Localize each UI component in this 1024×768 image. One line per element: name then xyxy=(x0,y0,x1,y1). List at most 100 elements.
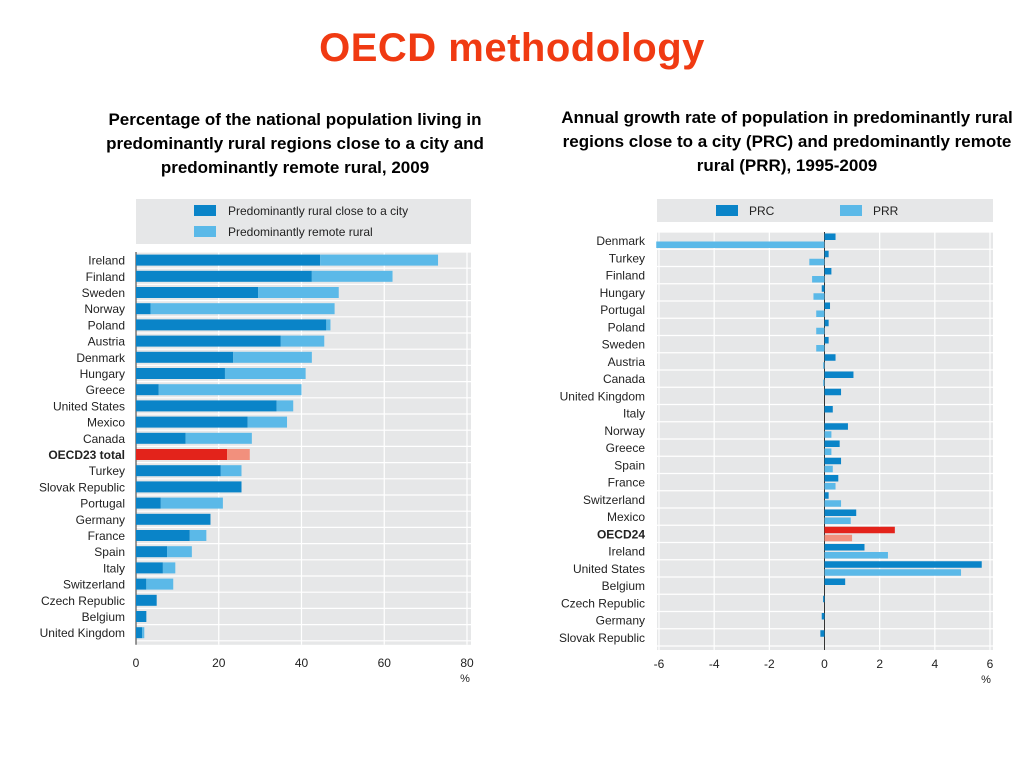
category-label: United States xyxy=(53,399,125,413)
bar-remote-rural xyxy=(258,287,339,298)
category-label: Switzerland xyxy=(63,578,125,592)
bar-prr xyxy=(824,465,833,473)
bar-prr xyxy=(824,500,842,507)
bar-remote-rural xyxy=(185,432,252,444)
bar-remote-rural xyxy=(150,303,335,315)
bar-prr xyxy=(824,569,962,576)
bar-rural-close-to-city xyxy=(136,400,277,412)
bar-rural-close-to-city xyxy=(136,513,211,525)
bar-remote-rural xyxy=(162,562,176,574)
category-label: Germany xyxy=(76,513,125,527)
slide-title: OECD methodology xyxy=(319,26,705,70)
category-label: Austria xyxy=(88,335,126,349)
legend-label: Predominantly remote rural xyxy=(228,225,373,239)
x-unit-label: % xyxy=(981,674,991,686)
bar-prc xyxy=(824,492,829,499)
bar-remote-rural xyxy=(220,465,242,477)
bar-prc xyxy=(824,388,842,396)
bar-prc xyxy=(824,509,857,516)
category-label: France xyxy=(88,529,126,543)
bar-prr xyxy=(824,534,853,542)
bar-remote-rural xyxy=(158,384,302,396)
left-chart-title: Percentage of the national population li… xyxy=(106,110,484,177)
bar-prc xyxy=(824,406,833,413)
category-label: United Kingdom xyxy=(40,626,125,640)
category-label: Spain xyxy=(614,458,645,472)
bar-remote-rural xyxy=(142,627,145,639)
legend-panel xyxy=(136,199,471,244)
category-label: Italy xyxy=(103,561,125,575)
category-label: Italy xyxy=(623,407,645,421)
bar-rural-close-to-city xyxy=(136,594,157,606)
bar-rural-close-to-city xyxy=(136,270,312,282)
category-label: Switzerland xyxy=(583,493,645,507)
bar-remote-rural xyxy=(146,578,174,590)
bar-prc xyxy=(824,268,832,275)
bar-prr xyxy=(824,431,832,438)
bar-prc xyxy=(824,233,836,240)
bar-prr xyxy=(812,276,825,283)
bar-prc xyxy=(824,371,854,378)
bar-prr xyxy=(823,362,825,369)
bar-prr xyxy=(816,345,825,352)
bar-rural-close-to-city xyxy=(136,432,186,444)
bar-prr xyxy=(824,483,836,490)
legend-panel xyxy=(657,199,993,222)
category-label: Belgium xyxy=(82,610,125,624)
x-tick-label: -2 xyxy=(764,657,775,671)
bar-rural-close-to-city xyxy=(136,416,248,428)
bar-prc xyxy=(820,630,825,637)
category-label: Norway xyxy=(84,302,125,316)
category-label: Austria xyxy=(608,355,646,369)
plot-background xyxy=(136,252,471,645)
legend-label: PRR xyxy=(873,204,899,218)
category-label: Denmark xyxy=(596,234,646,248)
bar-prr xyxy=(656,241,825,248)
category-label: Sweden xyxy=(602,338,645,352)
category-label: Ireland xyxy=(88,254,125,268)
bar-rural-close-to-city xyxy=(136,287,259,298)
bar-remote-rural xyxy=(167,546,192,558)
x-tick-label: 80 xyxy=(460,656,474,670)
bar-rural-close-to-city xyxy=(136,335,281,347)
category-label: United States xyxy=(573,562,645,576)
category-label: Portugal xyxy=(80,497,125,511)
bar-rural-close-to-city xyxy=(136,481,242,493)
category-label: Slovak Republic xyxy=(39,480,125,494)
bar-remote-rural xyxy=(320,254,439,266)
bar-remote-rural xyxy=(311,270,393,282)
x-tick-label: 0 xyxy=(133,656,140,670)
bar-prc xyxy=(824,457,842,465)
x-unit-label: % xyxy=(460,673,470,685)
bar-prr xyxy=(809,258,825,266)
category-label: Finland xyxy=(606,269,645,283)
bar-remote-rural xyxy=(326,319,331,331)
bar-rural-close-to-city xyxy=(136,611,147,622)
bar-prc xyxy=(824,561,982,568)
category-label: Germany xyxy=(596,614,645,628)
legend-swatch xyxy=(194,226,216,237)
bar-rural-close-to-city xyxy=(136,497,161,509)
bar-remote-rural xyxy=(280,335,325,347)
category-label: Canada xyxy=(603,372,645,386)
bar-prc xyxy=(824,526,895,534)
legend-label: PRC xyxy=(749,204,775,218)
x-tick-label: -6 xyxy=(654,657,665,671)
bar-prc xyxy=(824,337,829,344)
bar-remote-rural xyxy=(224,368,306,379)
category-label: Portugal xyxy=(600,303,645,317)
category-label: France xyxy=(608,476,646,490)
category-label: Mexico xyxy=(607,510,645,524)
x-tick-label: 2 xyxy=(876,657,883,671)
category-label: Czech Republic xyxy=(561,596,645,610)
category-label: Greece xyxy=(606,441,646,455)
category-label: OECD23 total xyxy=(48,448,125,462)
bar-rural-close-to-city xyxy=(136,465,221,477)
bar-rural-close-to-city xyxy=(136,254,321,266)
bar-prr xyxy=(823,379,825,386)
x-tick-label: 20 xyxy=(212,656,226,670)
bar-rural-close-to-city xyxy=(136,449,228,460)
x-tick-label: -4 xyxy=(709,657,720,671)
bar-rural-close-to-city xyxy=(136,546,168,558)
